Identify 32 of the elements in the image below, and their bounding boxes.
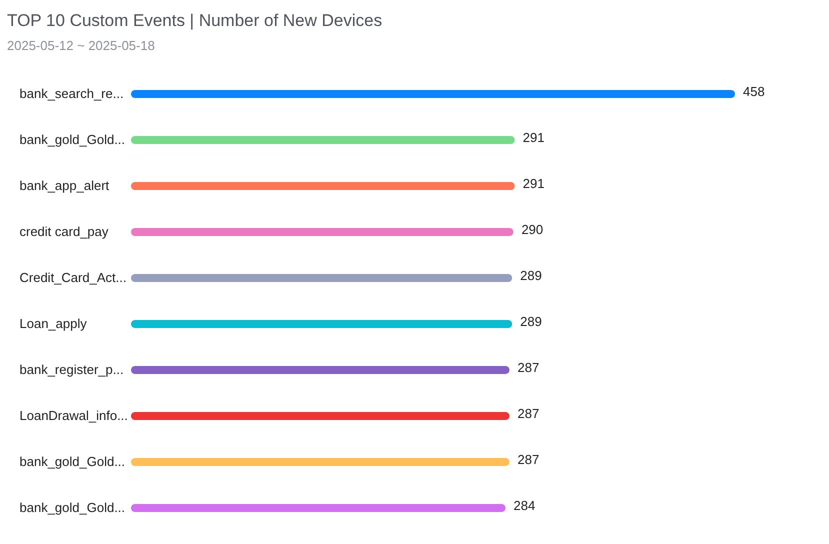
y-tick-label: bank_gold_Gold...: [20, 500, 126, 515]
y-tick-label: Credit_Card_Act...: [20, 270, 126, 285]
data-label: 284: [514, 498, 536, 513]
data-label: 291: [522, 176, 544, 191]
data-label: 290: [521, 222, 544, 237]
data-label: 289: [520, 314, 542, 329]
bar: [131, 274, 512, 282]
bar: [131, 458, 510, 466]
data-label: 287: [517, 452, 540, 467]
bar: [131, 366, 510, 374]
bar: [131, 504, 506, 512]
y-tick-label: bank_gold_Gold...: [20, 132, 126, 147]
bar: [131, 90, 735, 98]
chart-subtitle: 2025-05-12 ~ 2025-05-18: [7, 38, 155, 53]
bar: [131, 136, 515, 144]
y-tick-label: bank_app_alert: [20, 178, 110, 193]
data-label: 458: [743, 84, 765, 99]
y-tick-label: LoanDrawal_info...: [20, 408, 128, 423]
bar: [131, 320, 512, 328]
data-label: 287: [517, 360, 540, 375]
y-tick-label: bank_register_p...: [20, 362, 124, 377]
data-label: 287: [517, 406, 540, 421]
data-label: 289: [520, 268, 542, 283]
chart-title: TOP 10 Custom Events | Number of New Devices: [7, 11, 382, 30]
data-label: 291: [522, 130, 544, 145]
y-tick-label: Loan_apply: [20, 316, 88, 331]
bar: [131, 228, 514, 236]
bar: [131, 412, 510, 420]
y-tick-label: credit card_pay: [20, 224, 109, 239]
bar: [131, 182, 515, 190]
y-tick-label: bank_gold_Gold...: [20, 454, 126, 469]
y-tick-label: bank_search_re...: [20, 86, 124, 101]
